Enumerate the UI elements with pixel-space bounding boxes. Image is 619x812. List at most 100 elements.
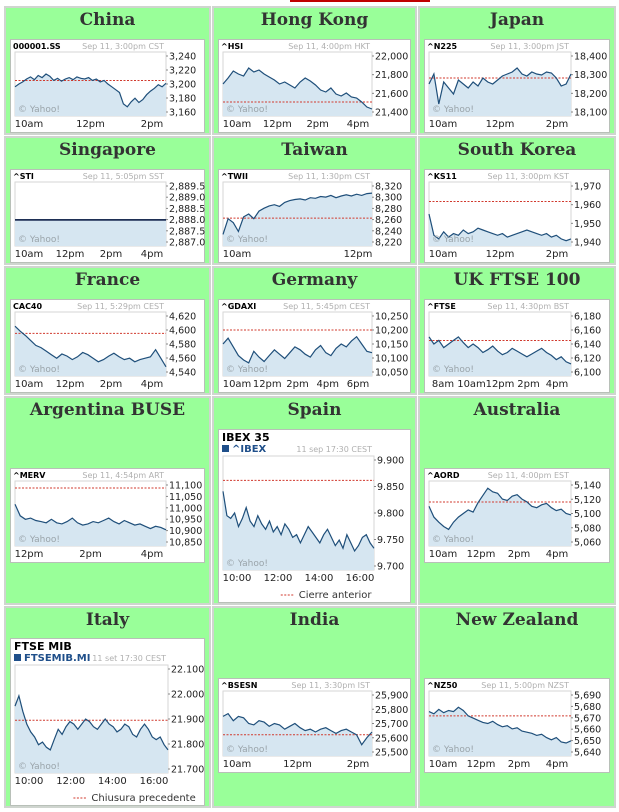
chart-timestamp: Sep 11, 4:00pm HKT bbox=[288, 42, 370, 51]
panel-title: Argentina BUSE bbox=[29, 400, 186, 420]
x-tick-label: 2pm bbox=[306, 119, 328, 130]
chart-card-china[interactable]: 000001.SS Sep 11, 3:00pm CST 3,240 3,220 3,2… bbox=[10, 39, 205, 133]
chart-timestamp: Sep 11, 1:30pm CST bbox=[288, 172, 370, 181]
y-tick-label: 22,000 bbox=[375, 52, 408, 63]
chart-ticker: ^IBEX bbox=[232, 444, 267, 455]
x-tick-label: 12pm bbox=[486, 119, 515, 130]
chart-symbol: ^KS11 bbox=[427, 172, 457, 181]
yahoo-watermark: © Yahoo! bbox=[18, 535, 60, 545]
y-tick-label: 4,620 bbox=[169, 312, 196, 323]
series-line bbox=[222, 67, 373, 110]
chart-svg: ^MERV Sep 11, 4:54pm ART 11,10011,05011,00… bbox=[13, 471, 202, 560]
market-panel-argentina: Argentina BUSE ^MERV Sep 11, 4:54pm ART 11,… bbox=[4, 396, 211, 605]
y-tick-label: 2,889.5 bbox=[169, 182, 205, 193]
chart-ticker: FTSEMIB.MI bbox=[24, 653, 90, 664]
chart-timestamp: Sep 11, 3:00pm KST bbox=[488, 172, 570, 181]
chart-card-france[interactable]: CAC40 Sep 11, 5:29pm CEST 4,620 4,600 4,580 4… bbox=[10, 299, 205, 393]
x-tick-label: 12pm bbox=[467, 549, 496, 560]
y-tick-label: 8,220 bbox=[375, 238, 402, 249]
chart-svg: ^AORD Sep 11, 4:00pm EST 5,140 5,120 5,100 5,… bbox=[427, 471, 601, 560]
y-tick-label: 6,120 bbox=[574, 354, 601, 365]
x-tick-label: 10:00 bbox=[223, 573, 252, 584]
y-tick-label: 21,800 bbox=[375, 70, 408, 81]
chart-svg: ^GDAXI Sep 11, 5:45pm CEST 10,250 10,200 10,… bbox=[221, 302, 408, 390]
chart-card-uk[interactable]: ^FTSE Sep 11, 4:30pm BST 6,180 6,160 6,140 6,… bbox=[424, 299, 610, 393]
y-tick-label: 21,400 bbox=[375, 108, 408, 119]
x-tick-label: 10am bbox=[15, 379, 44, 390]
y-tick-label: 9.750 bbox=[377, 535, 404, 546]
chart-card-germany[interactable]: ^GDAXI Sep 11, 5:45pm CEST 10,250 10,200 10,… bbox=[218, 299, 411, 393]
chart-card-singapore[interactable]: ^STI Sep 11, 5:05pm SST 2,889.5 2,889.0 2,88… bbox=[10, 169, 205, 263]
y-tick-label: 5,650 bbox=[574, 736, 601, 747]
y-tick-label: 21,600 bbox=[375, 89, 408, 100]
yahoo-watermark: © Yahoo! bbox=[432, 365, 474, 375]
market-panel-singapore: Singapore ^STI Sep 11, 5:05pm SST 2,889.5 2,… bbox=[4, 136, 211, 265]
yahoo-watermark: © Yahoo! bbox=[226, 365, 268, 375]
y-tick-label: 8,300 bbox=[375, 193, 402, 204]
y-tick-label: 2,887.5 bbox=[169, 226, 205, 237]
y-tick-label: 9.700 bbox=[377, 562, 404, 573]
chart-card-india[interactable]: ^BSESN Sep 11, 3:30pm IST 25,900 25,800 25,7… bbox=[218, 678, 411, 773]
x-tick-label: 16:00 bbox=[140, 776, 169, 787]
panel-title: UK FTSE 100 bbox=[453, 270, 581, 290]
chart-symbol: ^FTSE bbox=[427, 302, 456, 311]
y-tick-label: 3,180 bbox=[169, 94, 196, 105]
series-area bbox=[223, 193, 372, 246]
x-tick-label: 2pm bbox=[508, 549, 530, 560]
x-tick-label: 10am bbox=[223, 379, 252, 390]
legend-label: Chiusura precedente bbox=[91, 793, 195, 804]
y-tick-label: 10,850 bbox=[169, 538, 202, 549]
chart-card-australia[interactable]: ^AORD Sep 11, 4:00pm EST 5,140 5,120 5,100 5,… bbox=[424, 468, 610, 563]
series-area bbox=[429, 68, 571, 116]
panel-title: Japan bbox=[489, 10, 545, 30]
market-panel-japan: Japan ^N225 Sep 11, 3:00pm JST 18,400 18,300… bbox=[418, 6, 616, 135]
x-tick-label: 2pm bbox=[517, 379, 539, 390]
x-tick-label: 12pm bbox=[76, 119, 105, 130]
panel-title: South Korea bbox=[457, 140, 577, 160]
chart-svg: IBEX 35^IBEX 11 sep 17:30 CEST 9.900 9.850 9… bbox=[222, 431, 404, 601]
chart-card-newzealand[interactable]: ^NZ50 Sep 11, 5:00pm NZST 5,690 5,680 5,670 5… bbox=[424, 678, 610, 773]
chart-symbol: ^TWII bbox=[221, 172, 248, 181]
x-tick-label: 12pm bbox=[344, 249, 373, 260]
chart-svg: ^KS11 Sep 11, 3:00pm KST 1,970 1,960 1,950 1,… bbox=[427, 172, 601, 260]
y-tick-label: 6,160 bbox=[574, 326, 601, 337]
series-area bbox=[15, 695, 168, 773]
panel-title: Spain bbox=[287, 400, 342, 420]
x-tick-label: 14:00 bbox=[305, 573, 334, 584]
y-tick-label: 5,060 bbox=[574, 538, 601, 549]
market-grid: China 000001.SS Sep 11, 3:00pm CST 3,240 3,2… bbox=[4, 6, 616, 808]
series-area bbox=[429, 707, 571, 756]
chart-symbol: ^N225 bbox=[427, 42, 458, 51]
chart-symbol: 000001.SS bbox=[13, 42, 61, 51]
series-area bbox=[223, 336, 372, 376]
y-tick-label: 4,580 bbox=[169, 340, 196, 351]
x-tick-label: 4pm bbox=[141, 249, 163, 260]
y-tick-label: 4,600 bbox=[169, 326, 196, 337]
panel-title: Germany bbox=[271, 270, 358, 290]
x-tick-label: 10am bbox=[223, 119, 252, 130]
chart-card-spain[interactable]: IBEX 35 ^IBEX 11 sep 17:30 CEST 9.900 9.850 9… bbox=[218, 429, 411, 603]
chart-card-southkorea[interactable]: ^KS11 Sep 11, 3:00pm KST 1,970 1,960 1,950 1,… bbox=[424, 169, 610, 263]
series-swatch bbox=[14, 654, 21, 661]
chart-card-argentina[interactable]: ^MERV Sep 11, 4:54pm ART 11,100 11,050 11,00… bbox=[10, 468, 205, 563]
y-tick-label: 25,700 bbox=[375, 719, 408, 730]
y-tick-label: 25,800 bbox=[375, 705, 408, 716]
chart-card-hongkong[interactable]: ^HSI Sep 11, 4:00pm HKT 22,000 21,800 21,600… bbox=[218, 39, 411, 133]
y-tick-label: 5,120 bbox=[574, 495, 601, 506]
series-area bbox=[15, 504, 166, 546]
y-tick-label: 6,100 bbox=[574, 368, 601, 379]
chart-symbol: ^AORD bbox=[427, 471, 460, 480]
x-tick-label: 12pm bbox=[486, 379, 515, 390]
chart-card-taiwan[interactable]: ^TWII Sep 11, 1:30pm CST 8,320 8,300 8,280 8,… bbox=[218, 169, 411, 263]
y-tick-label: 5,660 bbox=[574, 725, 601, 736]
y-tick-label: 6,180 bbox=[574, 312, 601, 323]
market-panel-italy: Italy FTSE MIB FTSEMIB.MI 11 set 17:30 CEST… bbox=[4, 606, 211, 808]
series-area bbox=[429, 336, 571, 376]
yahoo-watermark: © Yahoo! bbox=[226, 105, 268, 115]
chart-card-italy[interactable]: FTSE MIB FTSEMIB.MI 11 set 17:30 CEST 22.10… bbox=[10, 638, 205, 806]
series-line bbox=[222, 491, 375, 553]
chart-card-japan[interactable]: ^N225 Sep 11, 3:00pm JST 18,400 18,300 18,20… bbox=[424, 39, 610, 133]
x-tick-label: 12pm bbox=[253, 379, 282, 390]
y-tick-label: 10,250 bbox=[375, 312, 408, 323]
chart-timestamp: Sep 11, 5:00pm NZST bbox=[481, 681, 569, 690]
